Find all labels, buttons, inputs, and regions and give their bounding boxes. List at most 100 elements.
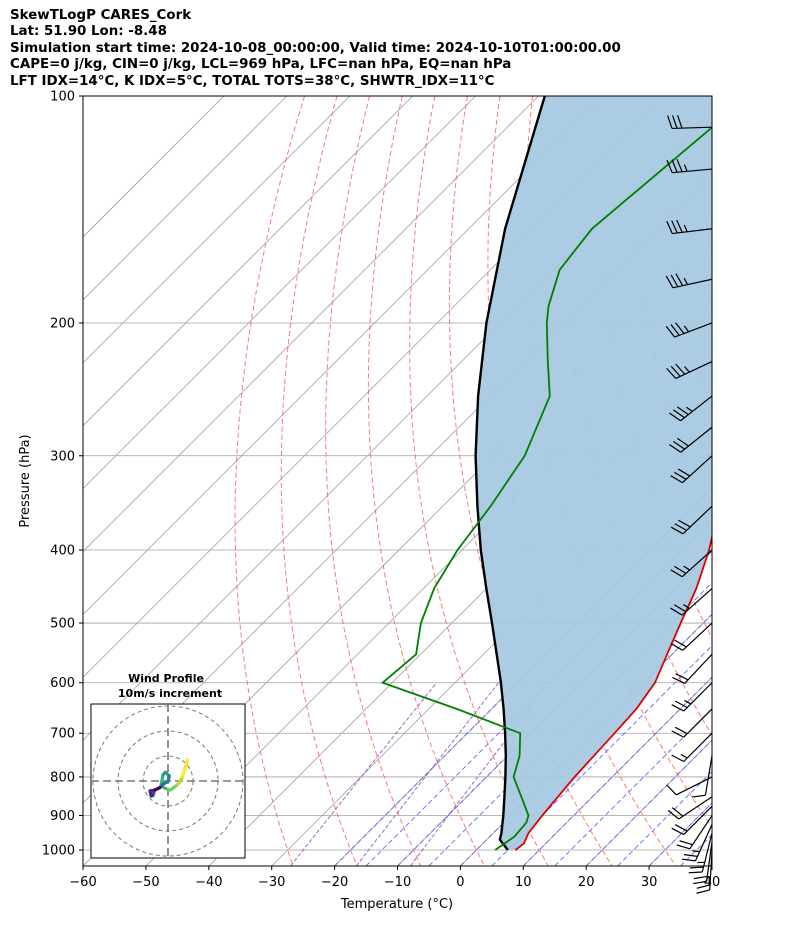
dry-adiabat (325, 96, 422, 866)
dry-adiabat (280, 96, 358, 866)
barb-half (683, 325, 690, 333)
wind-barb (671, 732, 713, 763)
isotherm-line (711, 865, 712, 866)
moist-adiabat (554, 707, 712, 866)
y-tick-label: 700 (50, 727, 75, 742)
title-line-indices: LFT IDX=14°C, K IDX=5°C, TOTAL TOTS=38°C… (10, 73, 495, 89)
barb-flag (672, 409, 685, 419)
barb-flag (671, 807, 684, 817)
wind-barb (667, 796, 713, 820)
barb-flag (670, 607, 683, 616)
barb-flag (669, 412, 681, 422)
barb-flag (688, 871, 703, 874)
barb-half (686, 406, 693, 412)
barb-flag (665, 325, 676, 338)
barb-staff (672, 168, 713, 174)
barb-staff (683, 732, 713, 762)
barb-flag (675, 363, 686, 375)
barb-flag (674, 726, 688, 735)
barb-staff (675, 776, 713, 796)
barb-flag (675, 273, 684, 286)
barb-staff (672, 228, 713, 235)
x-tick-label: 20 (578, 875, 595, 890)
barb-flag (677, 115, 683, 129)
barb-staff (689, 815, 713, 850)
barb-staff (684, 653, 713, 684)
barb-flag (667, 115, 673, 129)
barb-flag (670, 274, 679, 288)
isotherm-line (83, 96, 413, 427)
barb-flag (696, 884, 711, 889)
barb-flag (666, 220, 673, 234)
barb-flag (673, 604, 687, 613)
temperature-profile-line (514, 532, 712, 851)
dry-adiabat (409, 96, 549, 866)
barb-staff (704, 755, 713, 796)
hodograph-segment (153, 785, 162, 792)
barb-flag (673, 440, 686, 450)
barb-half (683, 565, 691, 571)
barb-half (680, 753, 688, 759)
wind-barb (669, 426, 713, 453)
wind-barb (665, 322, 713, 338)
barb-flag (676, 437, 689, 447)
barb-staff (683, 682, 713, 712)
barb-flag (679, 840, 693, 846)
barb-staff (680, 395, 713, 422)
y-axis-ticks: 100 200 300 400 500 600 700 800 900 1000 (42, 90, 83, 859)
barb-flag (676, 158, 683, 173)
x-axis-title: Temperature (°C) (340, 897, 453, 912)
barb-flag (666, 784, 677, 796)
title-line-station: SkewTLogP CARES_Cork (10, 8, 192, 23)
moist-adiabat (428, 581, 712, 866)
barb-flag (674, 824, 688, 832)
barb-flag (681, 858, 696, 862)
mixing-ratio-line (290, 682, 437, 866)
x-tick-label: −60 (69, 875, 96, 890)
y-tick-label: 800 (50, 770, 75, 785)
y-tick-label: 200 (50, 316, 75, 331)
hodograph-segment (182, 758, 190, 773)
barb-half (683, 277, 689, 285)
hodograph-subtitle: 10m/s increment (118, 687, 222, 700)
dry-adiabat (234, 96, 305, 866)
barb-half (683, 604, 690, 609)
barb-staff (681, 588, 713, 616)
barb-flag (666, 159, 673, 173)
isotherm-line (334, 488, 712, 866)
isotherm-line (83, 96, 539, 553)
dry-adiabat (367, 96, 485, 866)
negative-area-shading (475, 96, 712, 850)
wind-barb (671, 682, 713, 712)
barb-flag (670, 365, 681, 377)
barb-flag (671, 827, 684, 836)
wind-barb (669, 395, 713, 422)
barb-staff (694, 824, 713, 862)
wind-barb (681, 824, 713, 862)
parcel-profile-line (474, 96, 546, 851)
wind-barbs (665, 115, 713, 894)
wind-barb (667, 115, 713, 130)
wind-barb (665, 273, 713, 289)
wind-barb (671, 805, 713, 836)
wind-barb (693, 841, 713, 885)
barb-flag (674, 565, 687, 574)
barb-staff (701, 833, 713, 873)
barb-flag (671, 754, 684, 763)
wind-barb (670, 505, 713, 535)
barb-staff (672, 278, 713, 289)
wind-barb (672, 653, 713, 684)
dewpoint-profile-line (380, 126, 712, 851)
barb-half (683, 224, 688, 233)
barb-flag (672, 676, 685, 684)
wind-barb (670, 588, 713, 616)
barb-half (684, 366, 690, 373)
moist-adiabat (365, 518, 712, 866)
barb-flag (670, 324, 680, 336)
barb-flag (674, 700, 688, 709)
isotherm-line (523, 676, 712, 866)
moist-adiabat (522, 676, 712, 866)
y-tick-label: 900 (50, 809, 75, 824)
barb-flag (696, 889, 710, 894)
